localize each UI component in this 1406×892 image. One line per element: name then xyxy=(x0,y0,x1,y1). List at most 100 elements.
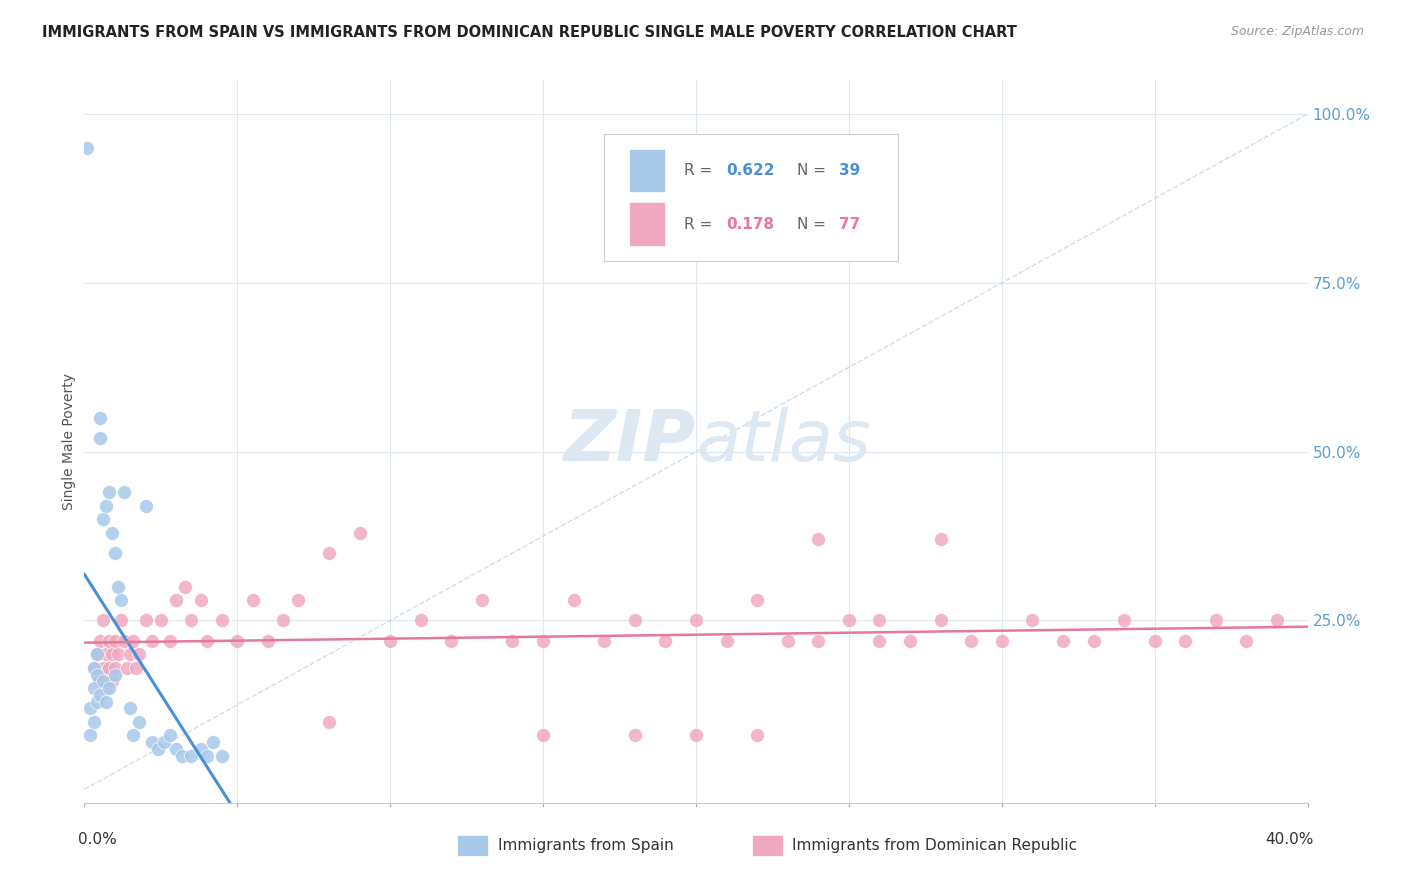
Point xyxy=(112,633,135,648)
Y-axis label: Single Male Poverty: Single Male Poverty xyxy=(62,373,76,510)
Point xyxy=(146,741,169,756)
Point xyxy=(440,633,463,648)
Text: Source: ZipAtlas.com: Source: ZipAtlas.com xyxy=(1230,25,1364,38)
Point xyxy=(101,674,124,689)
Point xyxy=(97,485,120,500)
Point xyxy=(991,633,1014,648)
Text: IMMIGRANTS FROM SPAIN VS IMMIGRANTS FROM DOMINICAN REPUBLIC SINGLE MALE POVERTY : IMMIGRANTS FROM SPAIN VS IMMIGRANTS FROM… xyxy=(42,25,1017,40)
Point xyxy=(83,661,105,675)
Point xyxy=(165,593,187,607)
Point xyxy=(91,661,114,675)
Point xyxy=(110,614,132,628)
Point xyxy=(97,633,120,648)
Point xyxy=(76,141,98,155)
Point xyxy=(1265,614,1288,628)
Point xyxy=(128,647,150,661)
Point xyxy=(120,701,142,715)
Point xyxy=(807,633,830,648)
Text: 0.0%: 0.0% xyxy=(79,831,117,847)
Point xyxy=(94,499,117,513)
Point xyxy=(120,647,142,661)
Point xyxy=(624,614,647,628)
Text: ZIP: ZIP xyxy=(564,407,696,476)
Point xyxy=(471,593,494,607)
Point xyxy=(86,647,108,661)
Point xyxy=(502,633,524,648)
Point xyxy=(159,633,181,648)
Point xyxy=(135,499,157,513)
Bar xyxy=(628,202,665,245)
Point xyxy=(1052,633,1074,648)
Point xyxy=(380,633,402,648)
Point xyxy=(89,633,111,648)
Text: R =: R = xyxy=(683,217,717,232)
Point xyxy=(107,647,129,661)
FancyBboxPatch shape xyxy=(605,135,898,260)
Point xyxy=(141,735,163,749)
Point xyxy=(122,633,145,648)
Text: 0.622: 0.622 xyxy=(727,163,775,178)
Text: 39: 39 xyxy=(839,163,860,178)
Point xyxy=(180,748,202,763)
Text: 40.0%: 40.0% xyxy=(1265,831,1313,847)
Text: N =: N = xyxy=(797,217,831,232)
Point xyxy=(91,614,114,628)
Point xyxy=(242,593,264,607)
Point xyxy=(174,580,197,594)
Point xyxy=(79,728,101,742)
Point xyxy=(79,701,101,715)
Point xyxy=(135,614,157,628)
Point xyxy=(685,728,707,742)
Point xyxy=(1236,633,1258,648)
Point xyxy=(94,694,117,708)
Point xyxy=(869,614,891,628)
Point xyxy=(107,580,129,594)
Point xyxy=(531,728,554,742)
Point xyxy=(318,714,340,729)
Point xyxy=(125,661,148,675)
Point xyxy=(1174,633,1197,648)
Text: R =: R = xyxy=(683,163,717,178)
Point xyxy=(104,667,127,681)
Text: Immigrants from Dominican Republic: Immigrants from Dominican Republic xyxy=(792,838,1077,853)
Point xyxy=(211,614,233,628)
Point xyxy=(97,681,120,695)
Point xyxy=(929,614,952,628)
Point xyxy=(624,728,647,742)
Point xyxy=(83,681,105,695)
Point xyxy=(97,661,120,675)
Point xyxy=(929,533,952,547)
Point xyxy=(838,614,860,628)
Point xyxy=(159,728,181,742)
Point xyxy=(89,674,111,689)
Point xyxy=(83,714,105,729)
Text: N =: N = xyxy=(797,163,831,178)
Point xyxy=(122,728,145,742)
Point xyxy=(180,614,202,628)
Point xyxy=(128,714,150,729)
Point xyxy=(226,633,249,648)
Point xyxy=(195,633,218,648)
Bar xyxy=(628,149,665,192)
Point xyxy=(685,614,707,628)
Point xyxy=(165,741,187,756)
Point xyxy=(190,741,212,756)
Point xyxy=(153,735,176,749)
Point xyxy=(562,593,585,607)
Point xyxy=(101,647,124,661)
Point xyxy=(86,647,108,661)
Point xyxy=(110,593,132,607)
Point xyxy=(1143,633,1166,648)
Point xyxy=(1205,614,1227,628)
Point xyxy=(716,633,738,648)
Point xyxy=(104,633,127,648)
Point xyxy=(94,647,117,661)
Point xyxy=(195,748,218,763)
Point xyxy=(807,533,830,547)
Point xyxy=(776,633,799,648)
Point xyxy=(86,694,108,708)
Point xyxy=(89,688,111,702)
Point xyxy=(287,593,309,607)
Point xyxy=(211,748,233,763)
Point xyxy=(94,681,117,695)
